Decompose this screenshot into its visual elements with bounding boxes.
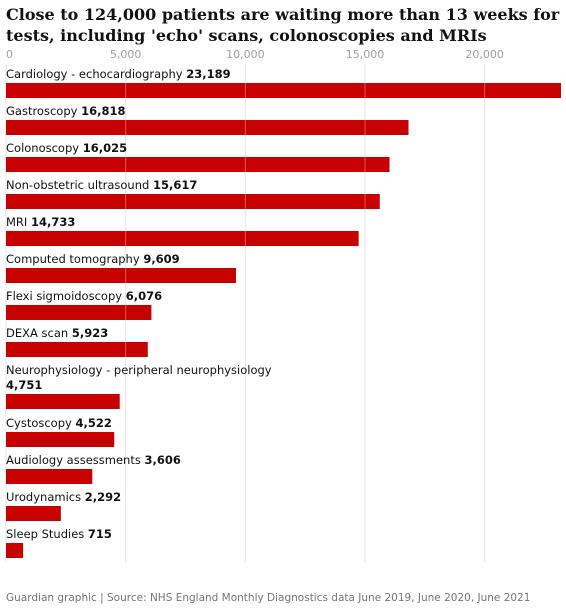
category-label: Urodynamics 2,292: [6, 490, 121, 504]
value-label: 14,733: [31, 215, 75, 229]
bar-row: Gastroscopy 16,818: [6, 104, 125, 118]
bar: [6, 231, 359, 246]
gridlines: [125, 83, 486, 357]
category-labels: Cardiology - echocardiography 23,189 Gast…: [6, 67, 272, 541]
bar: [6, 305, 152, 320]
value-label: 2,292: [85, 490, 121, 504]
bar-row: Audiology assessments 3,606: [6, 453, 181, 467]
category-label: Audiology assessments 3,606: [6, 453, 181, 467]
bar: [6, 543, 24, 558]
bar-row: Cardiology - echocardiography 23,189: [6, 67, 231, 81]
bar: [6, 394, 120, 409]
source-footer: Guardian graphic | Source: NHS England M…: [6, 592, 531, 604]
x-tick-label: 0: [6, 48, 13, 61]
x-tick-label: 15,000: [346, 48, 385, 61]
category-label: Cardiology - echocardiography 23,189: [6, 67, 231, 81]
category-label: Sleep Studies 715: [6, 527, 112, 541]
value-label: 715: [88, 527, 112, 541]
bar-row: Urodynamics 2,292: [6, 490, 121, 504]
category-label: Non-obstetric ultrasound 15,617: [6, 178, 197, 192]
chart-title: Close to 124,000 patients are waiting mo…: [6, 5, 560, 45]
bar: [6, 432, 115, 447]
bar: [6, 506, 61, 521]
value-label: 4,751: [6, 378, 42, 392]
bar: [6, 157, 390, 172]
category-label: Computed tomography 9,609: [6, 252, 180, 266]
bar-row: Sleep Studies 715: [6, 527, 112, 541]
bar: [6, 120, 409, 135]
bar: [6, 342, 148, 357]
category-label: Gastroscopy 16,818: [6, 104, 125, 118]
x-tick-label: 10,000: [226, 48, 265, 61]
category-label: MRI 14,733: [6, 215, 75, 229]
bar: [6, 469, 93, 484]
bar-row: Non-obstetric ultrasound 15,617: [6, 178, 197, 192]
bar-row: Computed tomography 9,609: [6, 252, 180, 266]
value-label: 3,606: [145, 453, 181, 467]
category-label: Cystoscopy 4,522: [6, 416, 112, 430]
bar-row: Flexi sigmoidoscopy 6,076: [6, 289, 162, 303]
bar: [6, 83, 561, 98]
value-label: 6,076: [126, 289, 162, 303]
bar-row: MRI 14,733: [6, 215, 75, 229]
value-label: 16,818: [81, 104, 125, 118]
bar-row: Colonoscopy 16,025: [6, 141, 127, 155]
value-label: 15,617: [153, 178, 197, 192]
value-label: 5,923: [72, 326, 108, 340]
category-label: Neurophysiology - peripheral neurophysio…: [6, 363, 272, 377]
bars: [6, 83, 561, 558]
value-label: 23,189: [186, 67, 230, 81]
bar-row: Cystoscopy 4,522: [6, 416, 112, 430]
x-tick-label: 5,000: [110, 48, 142, 61]
category-label: DEXA scan 5,923: [6, 326, 108, 340]
bar: [6, 194, 380, 209]
x-tick-label: 20,000: [465, 48, 504, 61]
bar-row: Neurophysiology - peripheral neurophysio…: [6, 363, 272, 392]
value-label: 4,522: [75, 416, 111, 430]
category-label: Flexi sigmoidoscopy 6,076: [6, 289, 162, 303]
bar-chart: 0 5,000 10,000 15,000 20,000 Cardiology - ec…: [5, 48, 561, 562]
value-label: 16,025: [83, 141, 127, 155]
bar-row: DEXA scan 5,923: [6, 326, 108, 340]
category-label: Colonoscopy 16,025: [6, 141, 127, 155]
value-label: 9,609: [143, 252, 179, 266]
bar: [6, 268, 236, 283]
